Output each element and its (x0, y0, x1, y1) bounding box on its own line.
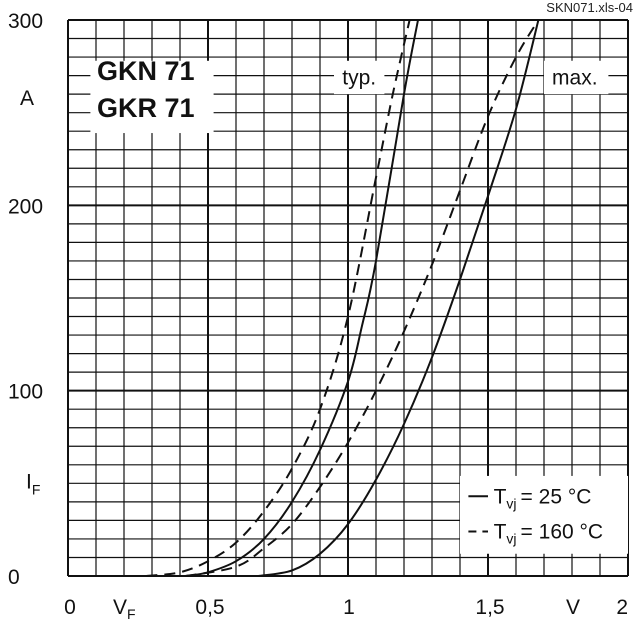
annotation-typ: typ. (342, 66, 376, 89)
max-label-box (544, 60, 609, 95)
y-tick-label: 100 (8, 381, 43, 404)
x-axis-label: VF (113, 596, 136, 622)
device-name-2: GKR 71 (97, 93, 195, 123)
typ-label-box (334, 60, 385, 95)
label-boxes (90, 60, 628, 554)
y-tick-label: 0 (8, 566, 20, 589)
legend-box (460, 475, 628, 554)
legend-label-dashed: Tvj = 160 °C (494, 521, 603, 547)
x-unit-label: V (566, 596, 580, 619)
annotation-max: max. (552, 66, 598, 89)
y-unit-label: A (20, 87, 34, 110)
series-line-typ-solid (185, 19, 419, 577)
chart-texts: 0 100 200 300 A IF 0 0,5 1 1,5 2 VF V SKN071.xls-04 GK… (8, 0, 633, 622)
series-line-typ-dashed (146, 19, 411, 577)
series-line-max-solid (258, 19, 540, 577)
title-box (90, 60, 214, 134)
curves (146, 19, 540, 577)
x-tick-label: 2 (616, 596, 628, 619)
file-reference: SKN071.xls-04 (546, 0, 633, 15)
x-tick-label: 1 (343, 596, 355, 619)
series-line-max-dashed (185, 19, 540, 577)
x-tick-label: 1,5 (475, 596, 504, 619)
x-tick-label: 0,5 (195, 596, 224, 619)
device-name-1: GKN 71 (97, 56, 195, 86)
y-tick-label: 200 (8, 195, 43, 218)
y-tick-label: 300 (8, 10, 43, 33)
x-tick-label: 0 (64, 596, 76, 619)
y-axis-label: IF (26, 470, 40, 497)
